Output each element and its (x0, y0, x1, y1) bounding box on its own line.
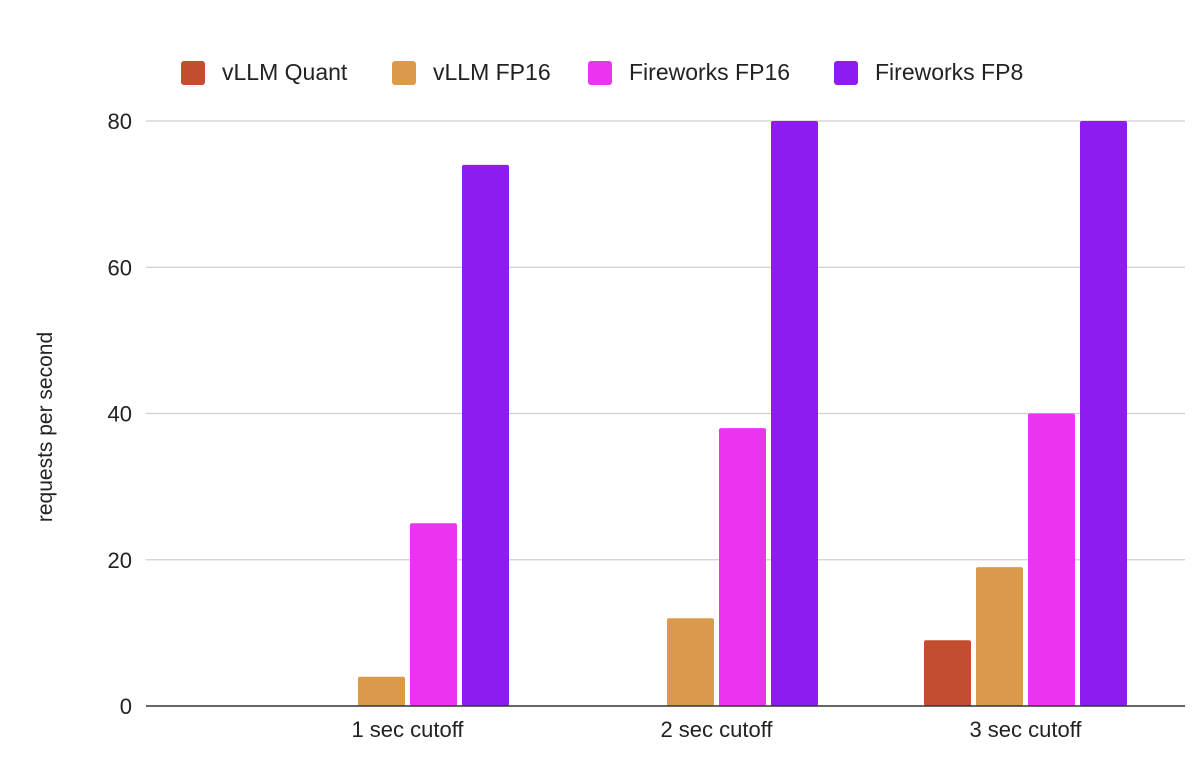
y-tick-label: 20 (108, 548, 132, 573)
bars (358, 121, 1127, 706)
bar-fireworks-fp8 (1080, 121, 1127, 706)
bar-vllm-quant (924, 640, 971, 706)
y-tick-label: 60 (108, 255, 132, 280)
bar-fireworks-fp8 (771, 121, 818, 706)
legend-label: vLLM FP16 (433, 59, 551, 85)
y-tick-label: 80 (108, 109, 132, 134)
legend-swatch (392, 61, 416, 85)
x-category-label: 1 sec cutoff (351, 717, 464, 742)
bar-vllm-fp16 (358, 676, 405, 706)
legend-label: vLLM Quant (222, 59, 348, 85)
y-axis-label: requests per second (34, 332, 57, 522)
bar-vllm-fp16 (667, 618, 714, 706)
bar-fireworks-fp16 (410, 523, 457, 706)
bar-vllm-fp16 (976, 567, 1023, 706)
bar-fireworks-fp8 (462, 164, 509, 706)
y-tick-label: 40 (108, 402, 132, 427)
axes: 0 20 40 60 80 1 sec cutoff 2 sec cutoff 3 sec c… (108, 109, 1185, 742)
y-tick-label: 0 (120, 694, 132, 719)
bar-fireworks-fp16 (1028, 413, 1075, 706)
x-category-label: 3 sec cutoff (969, 717, 1082, 742)
bar-fireworks-fp16 (719, 428, 766, 706)
legend-label: Fireworks FP16 (629, 59, 790, 85)
legend: vLLM Quant vLLM FP16 Fireworks FP16 Firewor… (181, 59, 1023, 85)
gridlines (146, 120, 1185, 561)
legend-label: Fireworks FP8 (875, 59, 1023, 85)
x-category-label: 2 sec cutoff (660, 717, 773, 742)
legend-swatch (834, 61, 858, 85)
legend-swatch (181, 61, 205, 85)
legend-swatch (588, 61, 612, 85)
